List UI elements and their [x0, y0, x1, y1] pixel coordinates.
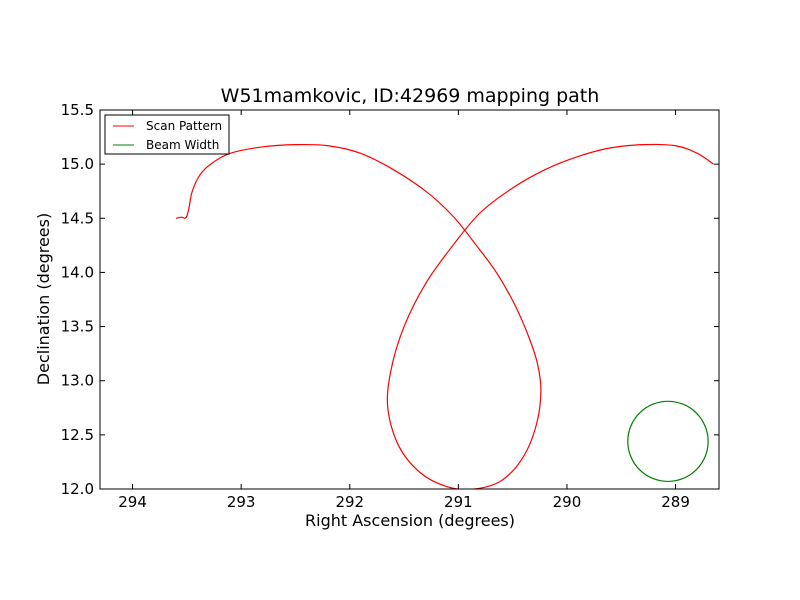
x-tick-label: 293	[227, 493, 256, 511]
x-tick-label: 292	[335, 493, 364, 511]
x-tick-label: 294	[118, 493, 147, 511]
legend-label-scan-pattern: Scan Pattern	[146, 119, 222, 133]
series-scan-pattern-line	[175, 143, 714, 489]
axis-ticks: 294 293 292 291 290 289 12.0 12.5 13.0 13.5 14.0 14…	[61, 101, 719, 511]
series-beam-width-circle	[627, 400, 709, 483]
y-axis-label: Declination (degrees)	[34, 213, 53, 385]
y-tick-label: 12.0	[61, 480, 94, 498]
y-tick-label: 15.0	[61, 155, 94, 173]
plot-area	[175, 143, 714, 489]
legend-box	[104, 114, 230, 155]
y-tick-label: 12.5	[61, 426, 94, 444]
legend-label-beam-width: Beam Width	[146, 138, 219, 152]
y-tick-label: 15.5	[61, 101, 94, 119]
y-tick-label: 14.5	[61, 209, 94, 227]
x-axis-label: Right Ascension (degrees)	[305, 511, 515, 530]
x-tick-label: 289	[661, 493, 690, 511]
chart-title: W51mamkovic, ID:42969 mapping path	[221, 85, 600, 107]
x-tick-label: 291	[444, 493, 473, 511]
x-tick-label: 290	[553, 493, 582, 511]
y-tick-label: 14.0	[61, 263, 94, 281]
legend: Scan Pattern Beam Width	[104, 114, 230, 155]
y-tick-label: 13.0	[61, 372, 94, 390]
plot-frame	[99, 109, 720, 490]
y-tick-label: 13.5	[61, 318, 94, 336]
